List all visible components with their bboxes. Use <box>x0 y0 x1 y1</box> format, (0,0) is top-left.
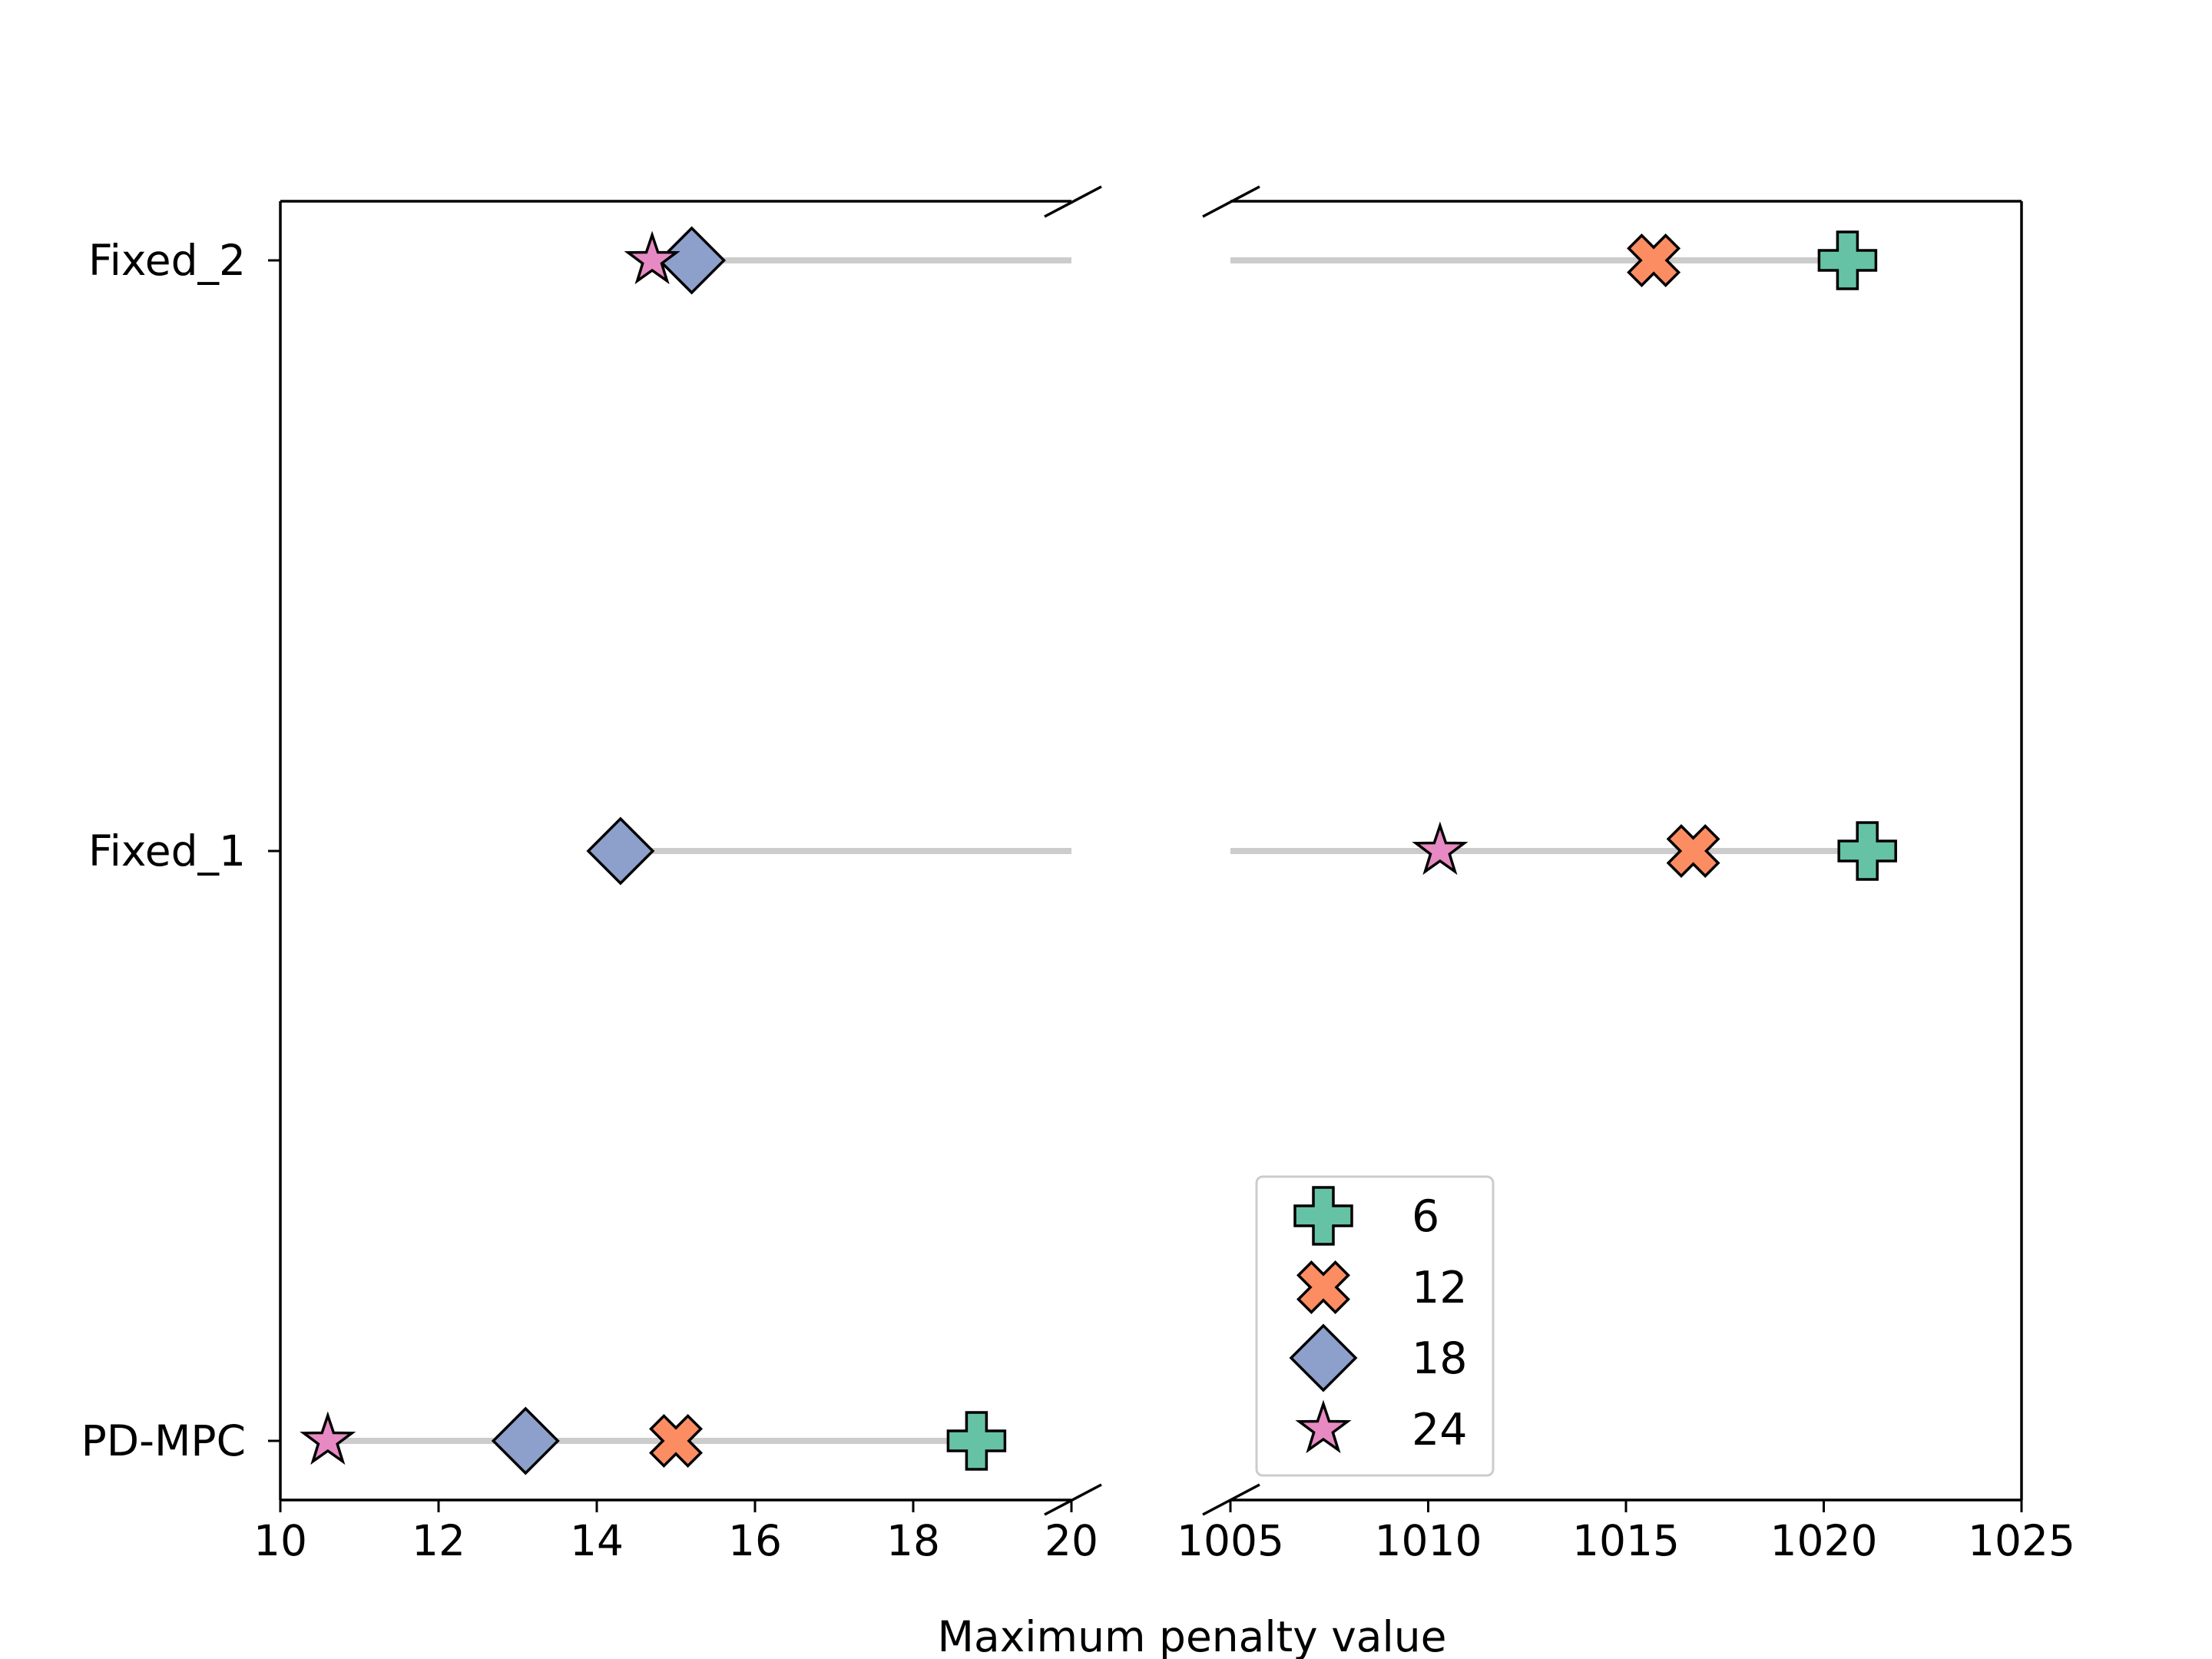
legend-marker-12 <box>1296 1260 1350 1314</box>
y-tick-label: PD-MPC <box>81 1416 246 1465</box>
x-tick-label: 1020 <box>1770 1516 1878 1565</box>
x-tick-label: 14 <box>570 1516 624 1565</box>
plot-left <box>300 226 1071 1475</box>
legend-marker-24 <box>1295 1399 1352 1454</box>
break-mark-right-bottom <box>1202 1483 1260 1516</box>
marker-series-24 <box>624 230 680 285</box>
marker-series-24 <box>1412 821 1469 876</box>
x-tick-label: 1015 <box>1572 1516 1680 1565</box>
marker-series-12 <box>1627 233 1681 287</box>
x-tick-label: 10 <box>253 1516 307 1565</box>
plot-right <box>1230 230 1897 881</box>
x-tick-label: 18 <box>886 1516 940 1565</box>
legend: 6 12 18 24 <box>1255 1175 1495 1477</box>
marker-series-18 <box>491 1406 560 1475</box>
y-tick-label: Fixed_1 <box>88 826 246 876</box>
x-tick-label: 12 <box>412 1516 465 1565</box>
x-tick-label: 1010 <box>1375 1516 1482 1565</box>
x-tick-label: 20 <box>1045 1516 1098 1565</box>
break-mark-right-top <box>1202 185 1260 218</box>
y-ticks: PD-MPC Fixed_1 Fixed_2 <box>81 236 280 1465</box>
marker-series-18 <box>586 816 655 886</box>
x-axis-title: Maximum penalty value <box>938 1612 1447 1659</box>
marker-series-18 <box>657 226 727 295</box>
marker-series-6 <box>946 1411 1007 1471</box>
legend-marker-6 <box>1293 1186 1353 1246</box>
marker-series-6 <box>1837 821 1897 881</box>
legend-label: 18 <box>1412 1333 1468 1384</box>
y-tick-label: Fixed_2 <box>88 236 246 285</box>
x-tick-label: 1005 <box>1177 1516 1284 1565</box>
legend-marker-18 <box>1289 1323 1358 1392</box>
x-tick-label: 1025 <box>1968 1516 2075 1565</box>
legend-label: 12 <box>1412 1263 1468 1313</box>
break-mark-left-top <box>1044 185 1102 218</box>
marker-series-6 <box>1817 230 1878 290</box>
legend-box <box>1255 1175 1495 1477</box>
marker-series-24 <box>300 1411 356 1465</box>
marker-series-12 <box>1666 824 1720 878</box>
legend-label: 6 <box>1412 1191 1439 1242</box>
legend-label: 24 <box>1412 1405 1468 1455</box>
break-mark-left-bottom <box>1044 1483 1102 1516</box>
x-tick-label: 16 <box>728 1516 782 1565</box>
marker-series-12 <box>649 1414 703 1468</box>
x-ticks: 10 12 14 16 18 20 1005 1010 1015 1020 1025 <box>253 1500 2075 1565</box>
